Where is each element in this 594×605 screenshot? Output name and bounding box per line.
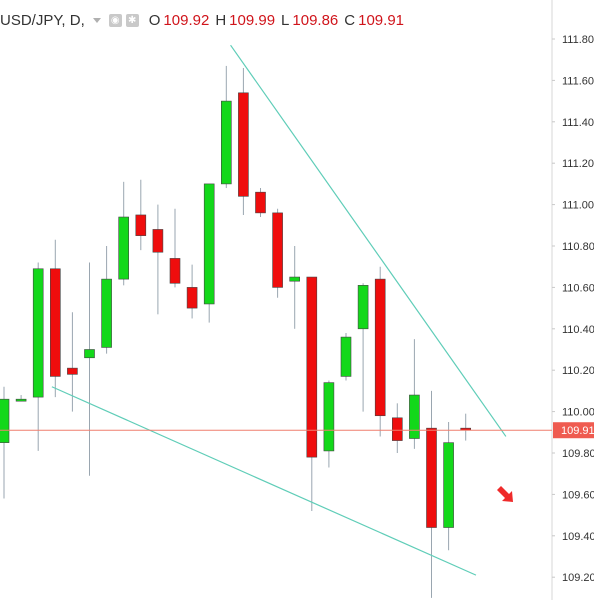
- candle-up: [409, 394, 420, 439]
- candle-down: [238, 92, 249, 197]
- candle-up: [0, 398, 10, 443]
- price-axis-tick-label: 111.40: [562, 117, 594, 129]
- candle-down: [135, 214, 147, 236]
- high-label: H: [215, 11, 227, 29]
- low-value: 109.86: [292, 11, 339, 29]
- trendline: [230, 44, 507, 437]
- candle-down: [169, 258, 181, 284]
- candle-up: [32, 268, 44, 398]
- candle-down: [306, 276, 318, 458]
- candle-down: [272, 212, 283, 288]
- candle-down: [426, 427, 437, 528]
- arrow-down-right-icon: [497, 486, 513, 502]
- candle-wicks: [3, 65, 467, 598]
- candle-up: [203, 183, 215, 305]
- last-price-label: 109.91: [561, 425, 594, 437]
- price-axis-tick-label: 111.20: [562, 158, 594, 170]
- candle-up: [101, 278, 112, 348]
- price-axis-tick-label: 110.00: [562, 407, 594, 419]
- candle-down: [186, 287, 198, 309]
- eye-icon[interactable]: ◉: [108, 13, 122, 27]
- close-label: C: [344, 11, 356, 29]
- last-price-marker: 109.91: [0, 422, 594, 439]
- high-value: 109.99: [229, 11, 276, 29]
- candle-down: [255, 191, 266, 214]
- close-value: 109.91: [358, 11, 405, 29]
- candle-up: [289, 276, 301, 282]
- trendlines: [51, 44, 507, 576]
- candle-up: [15, 398, 27, 402]
- price-axis-tick-label: 110.60: [562, 282, 594, 294]
- candle-down: [67, 367, 78, 375]
- candle-down: [49, 268, 61, 377]
- candle-down: [391, 417, 403, 441]
- candle-up: [443, 442, 454, 528]
- candle-up: [323, 382, 335, 452]
- price-axis-tick-label: 111.80: [562, 34, 594, 46]
- settings-icon[interactable]: ✱: [125, 13, 139, 27]
- candle-up: [340, 336, 352, 377]
- price-axis-tick-label: 110.80: [562, 241, 594, 253]
- chart-header: USD/JPY, D, ◉ ✱ O 109.92 H 109.99 L 109.…: [0, 8, 404, 32]
- candle-bodies: [0, 92, 472, 528]
- trendline: [51, 386, 477, 576]
- price-axis-tick-label: 109.80: [562, 448, 594, 460]
- price-axis: 111.80 111.60 111.40 111.20 111.00 110.80 110.…: [551, 0, 594, 600]
- candle-down: [374, 278, 386, 417]
- low-label: L: [281, 11, 290, 29]
- open-value: 109.92: [163, 11, 210, 29]
- last-price-badge: [553, 422, 594, 439]
- price-axis-tick-label: 109.20: [562, 572, 594, 584]
- price-axis-tick-label: 110.40: [562, 324, 594, 336]
- price-axis-tick-label: 110.20: [562, 365, 594, 377]
- candle-up: [221, 100, 232, 185]
- direction-arrow-icon: [497, 486, 513, 502]
- symbol-label: USD/JPY, D,: [0, 11, 85, 29]
- candle-down: [152, 229, 164, 253]
- candle-up: [84, 349, 95, 359]
- price-axis-tick-label: 109.60: [562, 489, 594, 501]
- open-label: O: [148, 11, 161, 29]
- candle-up: [118, 216, 129, 280]
- chevron-down-icon[interactable]: [92, 17, 101, 23]
- price-axis-tick-label: 109.40: [562, 531, 594, 543]
- candle-up: [357, 285, 369, 330]
- price-axis-tick-label: 111.60: [562, 75, 594, 87]
- price-axis-tick-label: 111.00: [562, 200, 594, 212]
